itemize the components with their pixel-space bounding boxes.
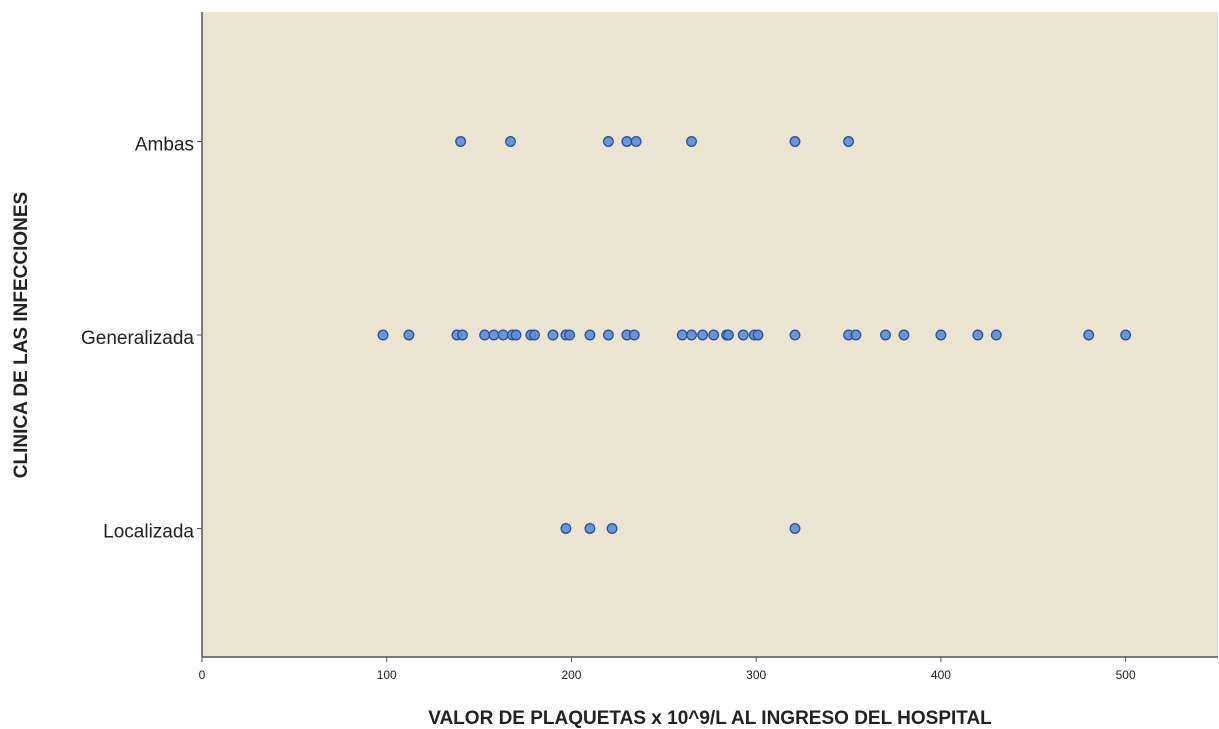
point — [510, 329, 522, 341]
point — [843, 136, 854, 147]
x-axis-title: VALOR DE PLAQUETAS x 10^9/L AL INGRESO D… — [428, 708, 992, 729]
point — [488, 329, 500, 341]
x-tick-label: 400 — [931, 668, 951, 682]
x-tick-label: 0 — [199, 668, 206, 682]
point — [789, 136, 801, 147]
point — [990, 329, 1002, 341]
point — [602, 329, 614, 341]
y-axis-title: CLINICA DE LAS INFECCIONES — [11, 192, 32, 478]
point — [898, 329, 910, 341]
point — [850, 329, 862, 341]
point — [403, 329, 415, 341]
point — [752, 329, 764, 341]
point — [584, 523, 596, 534]
point — [686, 136, 697, 147]
point — [789, 523, 801, 534]
point — [479, 329, 491, 341]
point — [505, 136, 516, 147]
point — [708, 329, 720, 341]
y-tick-label: Localizada — [103, 522, 194, 543]
point — [630, 136, 642, 147]
point — [547, 329, 559, 341]
point — [560, 523, 572, 534]
x-tick-label: 500 — [1116, 668, 1136, 682]
point — [789, 329, 801, 341]
point — [1083, 329, 1095, 341]
point — [972, 329, 984, 341]
point — [628, 329, 640, 341]
x-tick-label: 300 — [746, 668, 766, 682]
point — [529, 329, 540, 341]
y-tick-label: Generalizada — [81, 328, 194, 349]
point — [621, 136, 633, 147]
point — [1120, 329, 1132, 341]
point — [737, 329, 749, 341]
point — [455, 136, 467, 147]
point — [497, 329, 509, 341]
x-tick-label: 200 — [561, 668, 581, 682]
point — [880, 329, 891, 341]
point — [457, 329, 468, 341]
point — [602, 136, 614, 147]
point — [564, 329, 576, 341]
point — [723, 329, 734, 341]
point — [686, 329, 697, 341]
point — [377, 329, 389, 341]
point — [676, 329, 688, 341]
point — [606, 523, 618, 534]
y-tick-label: Ambas — [135, 135, 194, 156]
point — [697, 329, 709, 341]
point — [935, 329, 947, 341]
point — [584, 329, 596, 341]
x-tick-label: 100 — [377, 668, 397, 682]
